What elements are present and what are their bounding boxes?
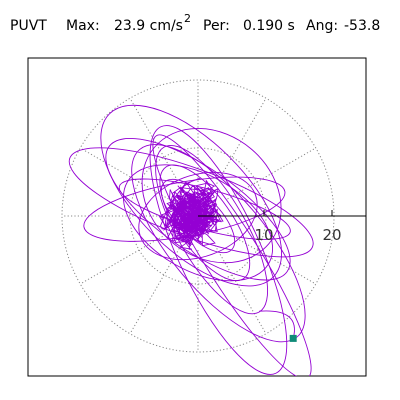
grid-spoke bbox=[129, 245, 182, 335]
grid-spoke bbox=[79, 232, 169, 285]
max-value: 23.9 cm/s bbox=[114, 18, 183, 34]
orbit-ellipse bbox=[138, 171, 258, 261]
orbit-ellipse bbox=[141, 127, 282, 264]
station-code: PUVT bbox=[10, 18, 47, 34]
orbit-ellipse bbox=[131, 144, 306, 343]
orbit-ellipse bbox=[100, 104, 282, 287]
orbit-traces bbox=[68, 104, 314, 376]
grid-spoke bbox=[214, 97, 267, 187]
max-exponent: 2 bbox=[184, 12, 191, 25]
orbit-core-scribble bbox=[158, 177, 224, 250]
orbit-tail bbox=[259, 310, 295, 339]
grid-spoke bbox=[79, 147, 169, 200]
orbit-ellipse bbox=[105, 137, 291, 281]
header-bar: PUVT Max: 23.9 cm/s 2 Per: 0.190 s Ang: … bbox=[0, 0, 400, 50]
grid-spoke bbox=[227, 232, 317, 285]
tick-label-20: 20 bbox=[322, 226, 341, 244]
orbit-ellipse bbox=[122, 164, 274, 282]
period-value: 0.190 s bbox=[243, 18, 295, 34]
angle-value: -53.8 bbox=[344, 18, 381, 34]
grid-spoke bbox=[214, 245, 267, 335]
max-label: Max: bbox=[66, 18, 100, 34]
angle-label: Ang: bbox=[306, 18, 339, 34]
orbit-ellipse bbox=[152, 134, 312, 376]
tick-label-10: 10 bbox=[254, 226, 273, 244]
orbit-ellipse bbox=[149, 125, 288, 375]
period-label: Per: bbox=[203, 18, 230, 34]
end-point-marker bbox=[289, 334, 297, 342]
